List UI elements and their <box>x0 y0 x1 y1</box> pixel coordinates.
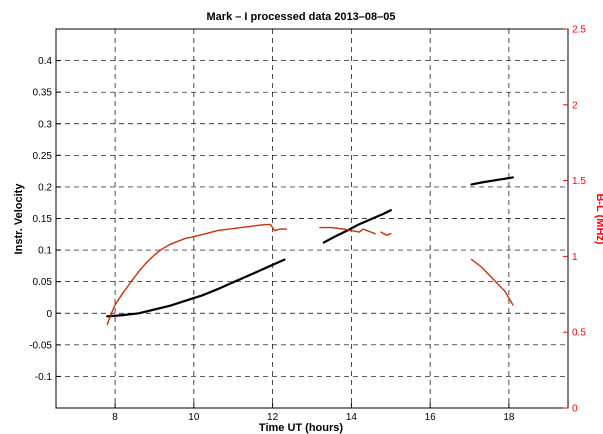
x-tick-label: 12 <box>267 412 279 423</box>
velocity-series-segment-2 <box>470 176 515 186</box>
y-tick-label: 0 <box>46 309 52 320</box>
x-tick-label: 16 <box>425 412 437 423</box>
y-tick-label: 0.35 <box>33 88 53 99</box>
y-tick-label: 0.25 <box>33 151 53 162</box>
x-tick-label: 8 <box>112 412 118 423</box>
grid <box>56 29 568 408</box>
series <box>106 176 515 326</box>
y-tick-label: 0.15 <box>33 214 53 225</box>
velocity-series-segment-1 <box>322 209 392 244</box>
bl-series-segment-0 <box>106 223 288 326</box>
bl-series-segment-1 <box>319 226 376 235</box>
y2-tick-label: 0 <box>572 404 578 415</box>
y-tick-label: -0.05 <box>29 340 52 351</box>
y2-tick-label: 2.5 <box>572 25 586 36</box>
x-tick-label: 14 <box>346 412 358 423</box>
y-tick-label: 0.2 <box>38 182 52 193</box>
y-axis-label: Instr. Velocity <box>13 183 25 255</box>
ticks: 8 10 12 14 16 18-0.1-0.0500.050.10.150.20.250… <box>29 25 586 424</box>
y-tick-label: -0.1 <box>35 372 53 383</box>
chart-title: Mark – I processed data 2013–08–05 <box>207 11 396 23</box>
y-tick-label: 0.05 <box>33 277 53 288</box>
y2-tick-label: 1 <box>572 252 578 263</box>
velocity-series-segment-0 <box>106 258 286 318</box>
y-tick-label: 0.3 <box>38 119 52 130</box>
y-tick-label: 0.4 <box>38 56 52 67</box>
x-tick-label: 10 <box>188 412 200 423</box>
y2-tick-label: 1.5 <box>572 176 586 187</box>
bl-series-segment-2 <box>380 231 392 236</box>
bl-series-segment-3 <box>470 258 514 306</box>
y2-axis-label: B-L (MHz) <box>594 193 603 244</box>
y-tick-label: 0.1 <box>38 246 52 257</box>
x-tick-label: 18 <box>503 412 515 423</box>
y2-tick-label: 2 <box>572 100 578 111</box>
y2-tick-label: 0.5 <box>572 328 586 339</box>
x-axis-label: Time UT (hours) <box>259 422 343 434</box>
